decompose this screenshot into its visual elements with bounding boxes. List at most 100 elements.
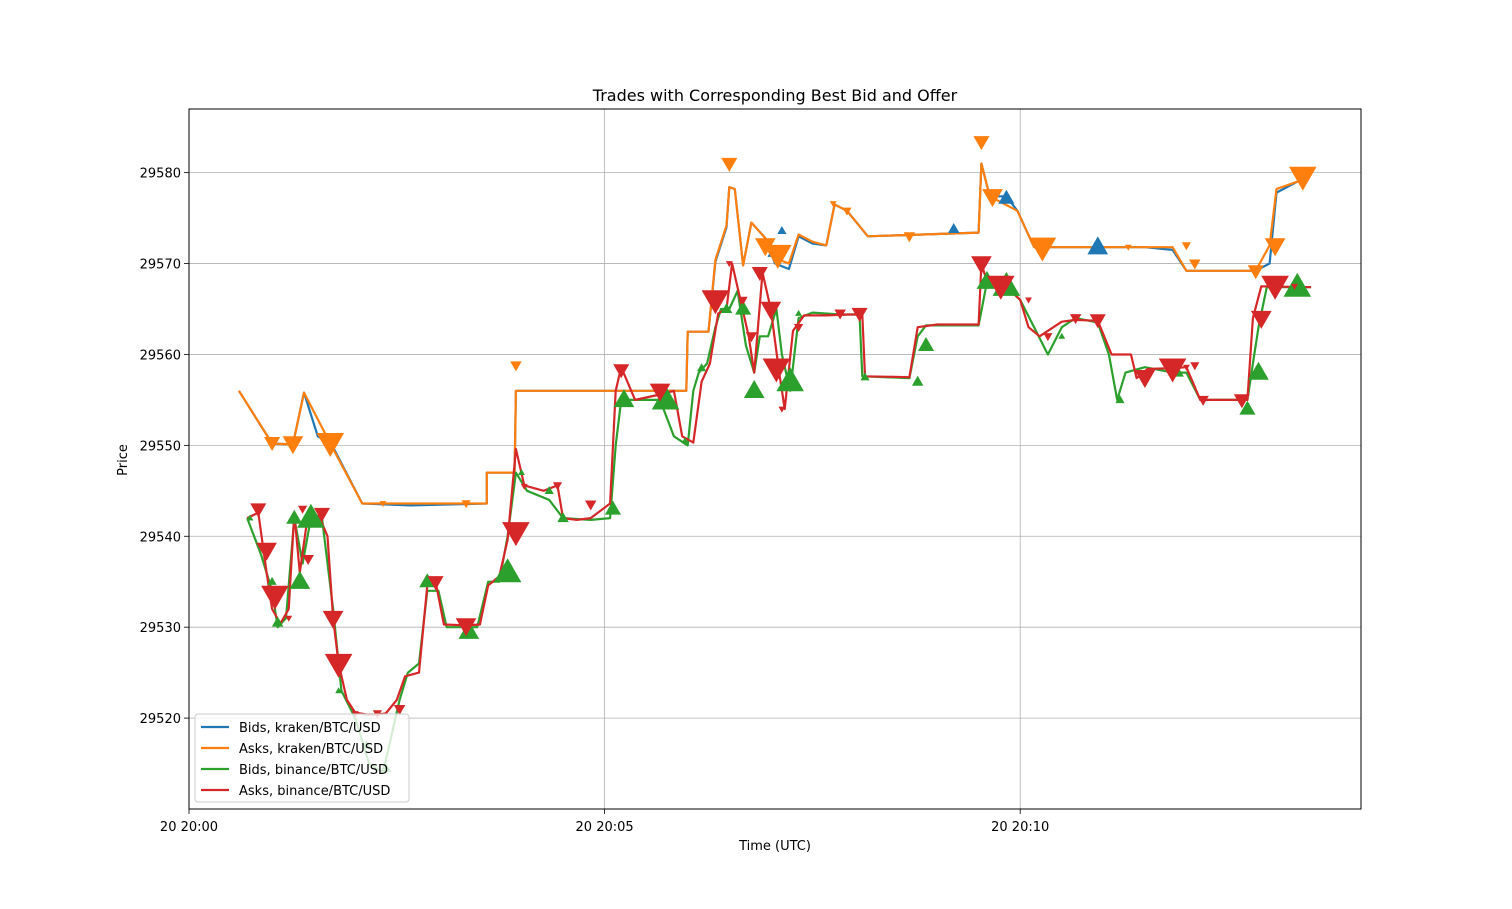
trade-marker-binance-buy (681, 437, 689, 444)
trade-marker-kraken-sell (316, 433, 345, 457)
trade-marker-binance-sell (1043, 333, 1053, 342)
trade-marker-binance-sell (256, 542, 277, 561)
trade-marker-binance-buy (720, 303, 733, 313)
trade-marker-binance-sell (613, 364, 630, 379)
trade-marker-binance-sell (313, 507, 330, 522)
trade-marker-binance-sell (971, 256, 992, 275)
trade-marker-binance-buy (335, 687, 343, 694)
trade-marker-binance-buy (918, 337, 935, 351)
plot-frame (188, 108, 1362, 810)
trade-marker-binance-sell (552, 482, 563, 491)
trade-marker-binance-sell (1233, 394, 1250, 409)
y-tick-label: 29550 (140, 439, 181, 454)
trade-marker-kraken-sell (903, 232, 916, 243)
trade-marker-binance-sell (762, 358, 791, 383)
trade-marker-binance-buy (271, 616, 284, 627)
y-axis-ticks: 29520 29530 29540 29550 29560 29570 29580 (140, 167, 189, 727)
series-line-3 (246, 262, 1312, 716)
trade-marker-kraken-sell (1181, 242, 1191, 251)
trade-marker-kraken-sell (1247, 265, 1264, 280)
x-tick-label: 20 20:00 (160, 820, 218, 835)
trade-marker-binance-buy (246, 514, 254, 521)
x-axis-ticks: 20 20:00 20 20:05 20 20:10 (160, 809, 1049, 835)
trade-marker-binance-sell (701, 290, 730, 315)
x-tick-label: 20 20:10 (991, 820, 1049, 835)
trade-marker-binance-buy (743, 380, 765, 398)
trade-marker-binance-sell (1291, 283, 1298, 290)
trade-marker-kraken-buy (998, 189, 1015, 204)
plot-series (237, 162, 1312, 774)
trade-marker-binance-sell (1261, 275, 1289, 300)
trade-marker-binance-sell (250, 503, 267, 518)
series-line-1 (237, 162, 1304, 505)
trade-marker-binance-sell (520, 483, 528, 490)
trade-marker-binance-buy (493, 558, 522, 583)
trade-marker-kraken-sell (282, 436, 304, 455)
trade-marker-kraken-sell (721, 157, 738, 172)
y-tick-label: 29580 (140, 167, 181, 182)
legend-box (194, 713, 410, 803)
trade-marker-binance-sell (324, 653, 353, 678)
trade-marker-kraken-buy (948, 223, 960, 233)
trade-marker-binance-buy (518, 469, 525, 475)
trade-marker-binance-sell (1158, 358, 1187, 383)
trade-marker-binance-buy (286, 509, 303, 524)
trade-marker-kraken-buy (777, 226, 787, 234)
legend-label-0: Bids, kraken/BTC/USD (239, 721, 381, 736)
trade-marker-binance-buy (776, 367, 804, 392)
legend-label-3: Asks, binance/BTC/USD (239, 784, 390, 799)
trade-marker-binance-buy (795, 309, 802, 316)
trade-marker-binance-sell (738, 296, 748, 305)
trade-marker-binance-sell (1134, 370, 1156, 388)
x-tick-label: 20 20:05 (576, 820, 634, 835)
trade-marker-binance-sell (987, 275, 1015, 300)
trade-marker-binance-sell (751, 267, 768, 281)
trade-marker-binance-sell (1250, 310, 1272, 329)
trade-marker-binance-buy (860, 372, 870, 381)
x-axis-label: Time (UTC) (738, 839, 811, 854)
trade-marker-binance-sell (585, 500, 597, 511)
trade-marker-binance-sell (393, 705, 406, 715)
trade-marker-binance-buy (297, 503, 325, 528)
y-tick-label: 29540 (140, 530, 181, 545)
trade-marker-binance-sell (1089, 314, 1106, 329)
trade-marker-binance-sell (427, 576, 444, 591)
trade-marker-kraken-sell (461, 500, 471, 509)
trade-marker-binance-sell (1183, 364, 1190, 371)
trade-marker-binance-buy (289, 570, 311, 589)
trade-marker-kraken-sell (1189, 259, 1201, 270)
trade-marker-binance-sell (851, 307, 868, 322)
y-axis-label: Price (116, 444, 131, 476)
trade-marker-binance-sell (725, 261, 733, 268)
trade-marker-binance-buy (1058, 332, 1066, 339)
trade-marker-binance-sell (649, 383, 671, 402)
trade-marker-binance-sell (298, 505, 308, 514)
trade-marker-kraken-sell (982, 189, 1003, 208)
trade-markers (246, 136, 1317, 773)
trade-marker-binance-sell (1069, 314, 1082, 325)
trade-marker-binance-buy (557, 512, 569, 523)
trade-marker-binance-buy (419, 573, 436, 588)
trade-marker-kraken-sell (829, 201, 837, 208)
trade-marker-binance-buy (604, 500, 621, 515)
legend-label-2: Bids, binance/BTC/USD (239, 763, 388, 778)
trade-marker-binance-sell (285, 615, 293, 622)
trade-marker-binance-sell (745, 332, 758, 343)
trade-marker-binance-buy (1115, 395, 1125, 404)
trade-marker-binance-sell (760, 301, 782, 320)
trade-marker-binance-buy (267, 576, 277, 585)
trade-marker-kraken-sell (1028, 237, 1057, 262)
trade-marker-binance-buy (735, 300, 752, 315)
trade-marker-binance-sell (455, 618, 477, 637)
y-tick-label: 29560 (140, 348, 181, 363)
trade-marker-binance-buy (613, 389, 635, 408)
trade-marker-kraken-sell (973, 136, 990, 151)
trade-marker-kraken-sell (1124, 244, 1132, 251)
trade-marker-binance-sell (1197, 395, 1209, 406)
legend-label-1: Asks, kraken/BTC/USD (239, 742, 383, 757)
trade-marker-binance-buy (544, 486, 554, 494)
trade-marker-kraken-sell (264, 437, 281, 451)
trade-marker-binance-sell (1025, 297, 1032, 304)
trade-marker-binance-sell (778, 406, 786, 413)
trade-marker-kraken-sell (1264, 238, 1286, 257)
